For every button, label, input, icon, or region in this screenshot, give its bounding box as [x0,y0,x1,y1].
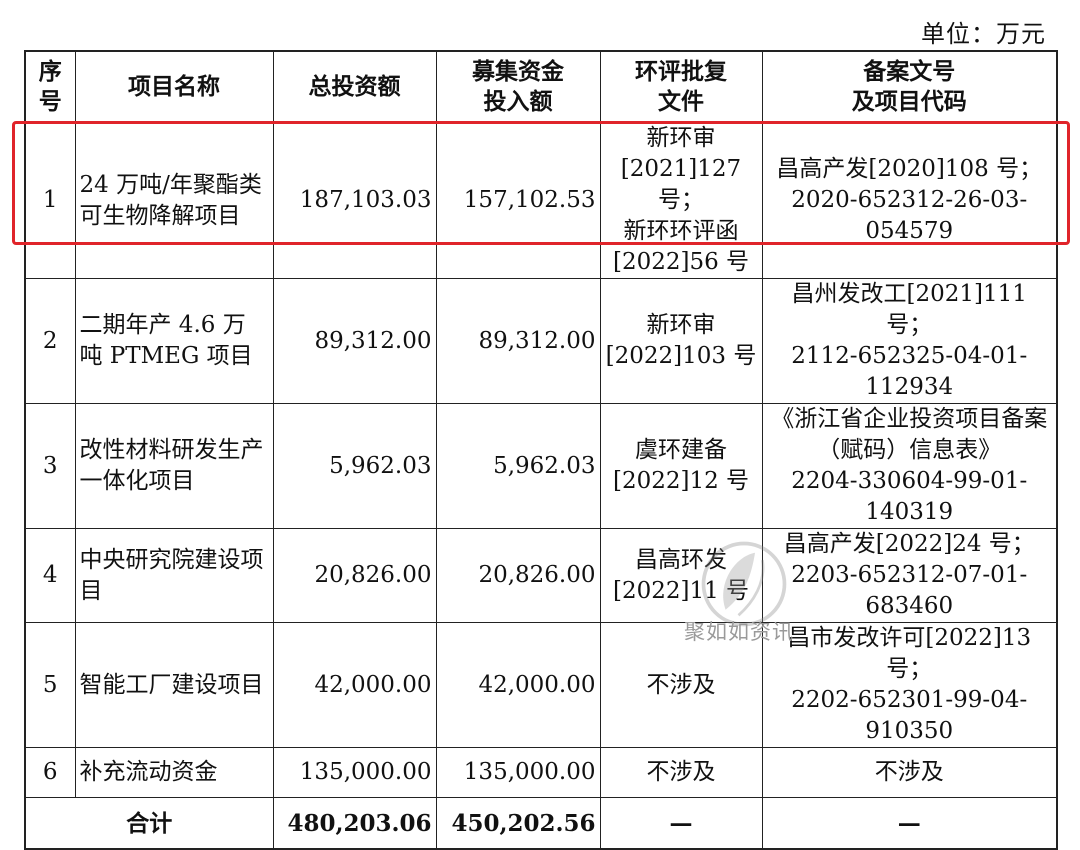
cell-total: 20,826.00 [272,528,437,623]
cell-project: 中央研究院建设项目 [74,528,274,623]
total-raised: 450,202.56 [435,797,601,850]
cell-project: 改性材料研发生产一体化项目 [74,403,274,529]
unit-label: 单位：万元 [921,20,1046,48]
cell-raised: 42,000.00 [435,622,601,748]
cell-seq: 3 [24,403,76,529]
header-total: 总投资额 [272,50,437,123]
cell-seq: 5 [24,622,76,748]
fund-usage-table: 序 号 项目名称 总投资额 募集资金 投入额 环评批复 文件 备案文号 及项目代… [24,50,1058,850]
watermark-logo-icon [701,541,787,627]
cell-raised: 89,312.00 [435,278,601,404]
cell-filing: 昌高产发[2022]24 号； 2203-652312-07-01-683460 [761,528,1058,623]
cell-total: 187,103.03 [272,122,437,279]
header-filing: 备案文号 及项目代码 [761,50,1058,123]
cell-seq: 6 [24,747,76,798]
table-row: 6 补充流动资金 135,000.00 135,000.00 不涉及 不涉及 [24,747,1058,798]
header-raised: 募集资金 投入额 [435,50,601,123]
watermark-text: 聚如如资讯 [684,620,794,644]
cell-project: 智能工厂建设项目 [74,622,274,748]
table-row: 4 中央研究院建设项目 20,826.00 20,826.00 昌高环发 [20… [24,528,1058,623]
cell-raised: 5,962.03 [435,403,601,529]
cell-filing: 昌市发改许可[2022]13 号； 2202-652301-99-04-9103… [761,622,1058,748]
cell-approval: 新环审 [2022]103 号 [599,278,763,404]
cell-project: 二期年产 4.6 万吨 PTMEG 项目 [74,278,274,404]
cell-total: 89,312.00 [272,278,437,404]
table-row: 2 二期年产 4.6 万吨 PTMEG 项目 89,312.00 89,312.… [24,278,1058,404]
cell-filing: 《浙江省企业投资项目备案（赋码）信息表》 2204-330604-99-01-1… [761,403,1058,529]
cell-raised: 135,000.00 [435,747,601,798]
cell-filing: 昌高产发[2020]108 号； 2020-652312-26-03-05457… [761,122,1058,279]
cell-raised: 20,826.00 [435,528,601,623]
cell-seq: 2 [24,278,76,404]
cell-approval: 昌高环发 [2022]11 号 [599,528,763,623]
cell-total: 42,000.00 [272,622,437,748]
cell-filing: 不涉及 [761,747,1058,798]
cell-filing: 昌州发改工[2021]111 号； 2112-652325-04-01-1129… [761,278,1058,404]
total-filing: — [761,797,1058,850]
table-header-row: 序 号 项目名称 总投资额 募集资金 投入额 环评批复 文件 备案文号 及项目代… [24,50,1058,123]
cell-seq: 4 [24,528,76,623]
total-row: 合计 480,203.06 450,202.56 — — [24,797,1058,850]
cell-total: 135,000.00 [272,747,437,798]
table-row: 5 智能工厂建设项目 42,000.00 42,000.00 不涉及 昌市发改许… [24,622,1058,748]
total-label: 合计 [24,797,274,850]
cell-approval: 虞环建备 [2022]12 号 [599,403,763,529]
header-project: 项目名称 [74,50,274,123]
header-approval: 环评批复 文件 [599,50,763,123]
header-seq: 序 号 [24,50,76,123]
total-investment: 480,203.06 [272,797,437,850]
cell-project: 补充流动资金 [74,747,274,798]
cell-raised: 157,102.53 [435,122,601,279]
cropped-text-line [96,664,1056,678]
cell-approval: 不涉及 [599,747,763,798]
cell-approval: 新环审 [2021]127 号； 新环环评函 [2022]56 号 [599,122,763,279]
cell-project: 24 万吨/年聚酯类可生物降解项目 [74,122,274,279]
table-row: 3 改性材料研发生产一体化项目 5,962.03 5,962.03 虞环建备 [… [24,403,1058,529]
cell-total: 5,962.03 [272,403,437,529]
total-approval: — [599,797,763,850]
table-row: 1 24 万吨/年聚酯类可生物降解项目 187,103.03 157,102.5… [24,122,1058,279]
cell-seq: 1 [24,122,76,279]
